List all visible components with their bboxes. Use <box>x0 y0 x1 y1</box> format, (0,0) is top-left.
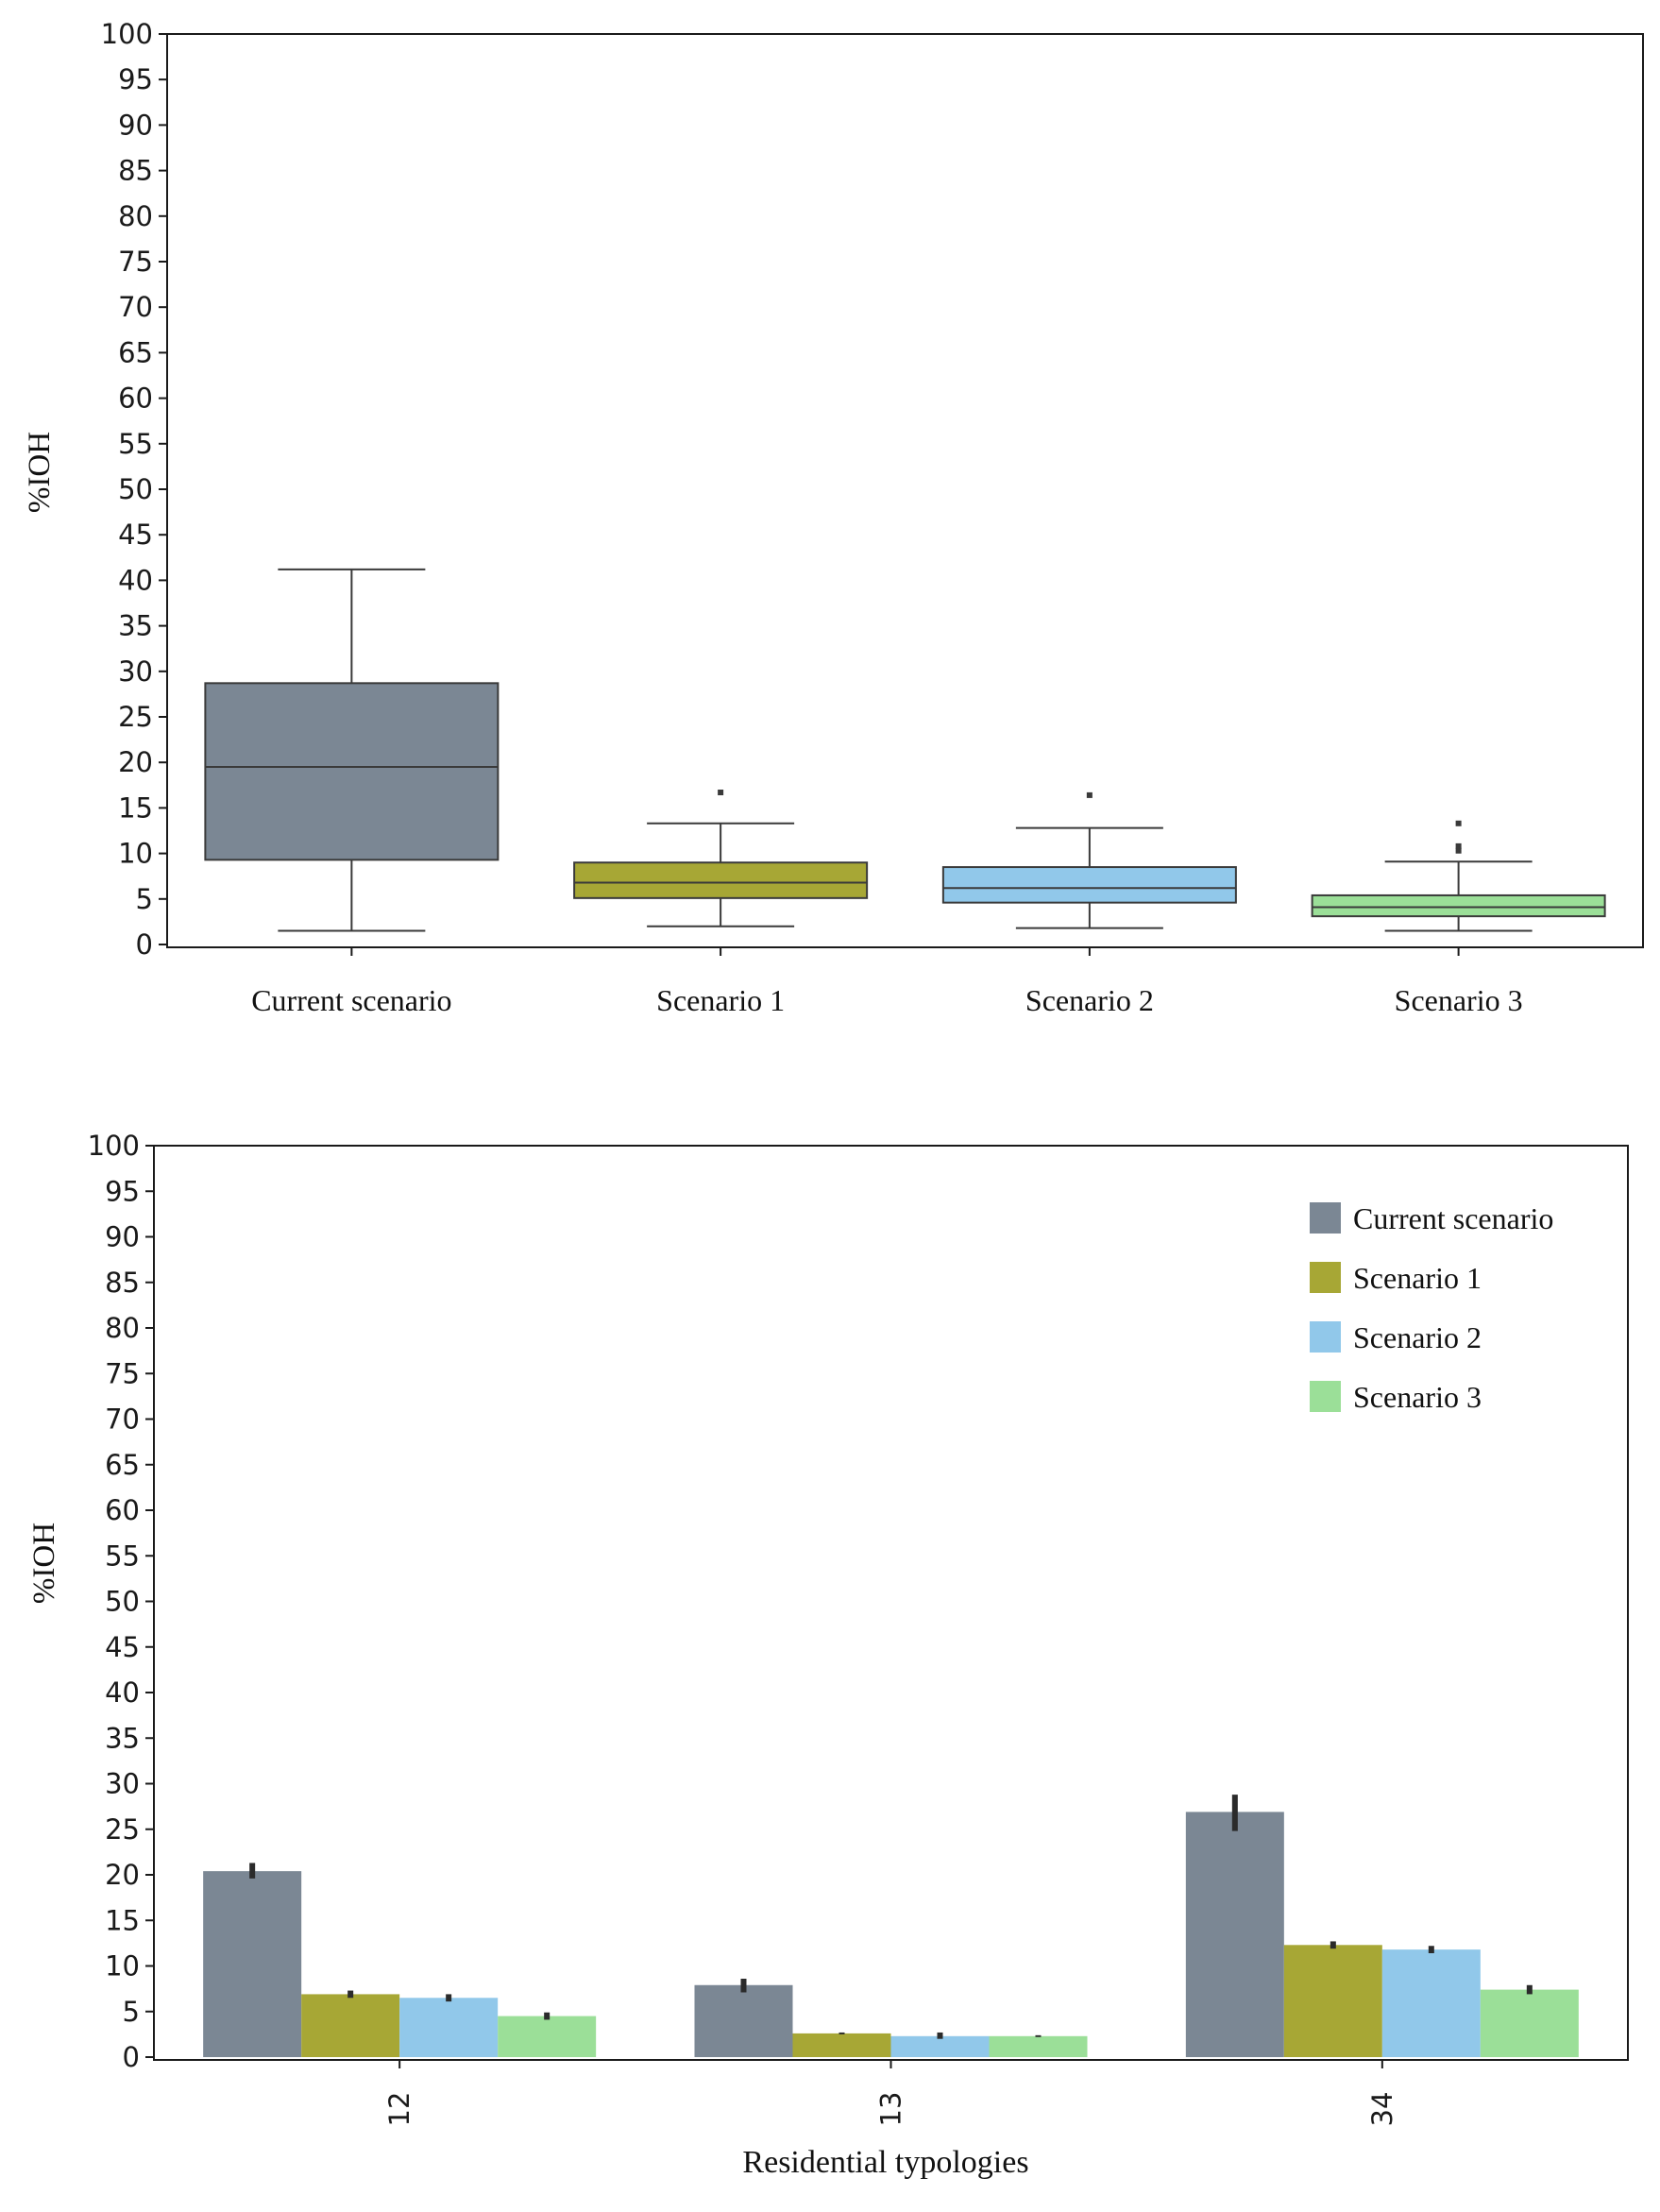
y-tick-label: 85 <box>105 1267 140 1299</box>
y-tick-label: 15 <box>105 1904 140 1936</box>
box-plot-y-axis-label: %IOH <box>23 432 57 513</box>
bar <box>399 1998 499 2057</box>
y-tick-label: 30 <box>105 1768 140 1800</box>
y-tick-label: 45 <box>105 1631 140 1663</box>
y-tick-label: 5 <box>136 883 153 915</box>
bar <box>1480 1989 1579 2057</box>
y-tick-label: 65 <box>105 1449 140 1481</box>
y-tick-label: 80 <box>118 200 153 232</box>
bar <box>1185 1812 1284 2057</box>
bar-chart-y-axis-label: %IOH <box>27 1523 61 1604</box>
bar-chart-y-axis: 0 5 10 15 20 25 30 35 40 45 50 55 60 65 70 75 80 85 90 95 10… <box>88 1130 154 2073</box>
bar <box>890 2035 990 2057</box>
y-tick-label: 25 <box>105 1813 140 1846</box>
box-outlier <box>1086 791 1093 798</box>
legend-label: Scenario 2 <box>1353 1320 1482 1354</box>
y-tick-label: 75 <box>105 1357 140 1389</box>
y-tick-label: 80 <box>105 1312 140 1344</box>
bar <box>792 2033 891 2057</box>
y-tick-label: 10 <box>105 1950 140 1982</box>
box-plot-chart: 0 5 10 15 20 25 30 35 40 45 50 55 60 65 70 75 80 85 90 95 10… <box>23 18 1644 1017</box>
y-tick-label: 65 <box>118 336 153 368</box>
y-tick-label: 45 <box>118 519 153 551</box>
box-outlier <box>1455 820 1462 826</box>
y-tick-label: 35 <box>105 1722 140 1754</box>
x-tick-label: Scenario 3 <box>1395 983 1523 1017</box>
y-tick-label: 60 <box>118 383 153 415</box>
y-tick-label: 25 <box>118 701 153 733</box>
y-tick-label: 20 <box>118 746 153 778</box>
y-tick-label: 30 <box>118 655 153 688</box>
bar <box>301 1994 400 2057</box>
y-tick-label: 95 <box>105 1175 140 1207</box>
bar <box>498 2016 597 2057</box>
box-iqr <box>1311 893 1606 918</box>
y-tick-label: 20 <box>105 1859 140 1891</box>
legend-swatch <box>1310 1381 1341 1412</box>
y-tick-label: 50 <box>105 1586 140 1618</box>
y-tick-label: 15 <box>118 791 153 824</box>
x-tick-label: Scenario 2 <box>1025 983 1154 1017</box>
box-plot-y-axis: 0 5 10 15 20 25 30 35 40 45 50 55 60 65 70 75 80 85 90 95 10… <box>101 18 167 961</box>
box-iqr <box>573 861 869 899</box>
y-tick-label: 95 <box>118 63 153 95</box>
y-tick-label: 85 <box>118 155 153 187</box>
y-tick-label: 10 <box>118 838 153 870</box>
x-tick-label: 13 <box>875 2092 907 2127</box>
y-tick-label: 60 <box>105 1494 140 1526</box>
y-tick-label: 90 <box>118 109 153 141</box>
legend-swatch <box>1310 1262 1341 1293</box>
box-iqr <box>941 866 1237 904</box>
bar-chart: 0 5 10 15 20 25 30 35 40 45 50 55 60 65 70 75 80 85 90 95 10… <box>27 1130 1629 2180</box>
box-iqr <box>204 682 500 861</box>
x-tick-label: Scenario 1 <box>656 983 785 1017</box>
box-plot-axes-frame <box>166 33 1644 948</box>
legend-label: Scenario 3 <box>1353 1380 1482 1414</box>
legend-swatch <box>1310 1202 1341 1234</box>
bar <box>694 1984 793 2057</box>
x-tick-label: Current scenario <box>251 983 451 1017</box>
y-tick-label: 55 <box>118 428 153 460</box>
legend-swatch <box>1310 1321 1341 1353</box>
y-tick-label: 55 <box>105 1540 140 1572</box>
y-tick-label: 70 <box>105 1404 140 1436</box>
y-tick-label: 35 <box>118 610 153 642</box>
bar-chart-x-axis: 12 13 34 <box>383 2060 1398 2126</box>
box-outlier <box>1455 847 1462 854</box>
box-plot-marks <box>204 568 1606 932</box>
y-tick-label: 40 <box>105 1676 140 1709</box>
y-tick-label: 90 <box>105 1221 140 1253</box>
y-tick-label: 100 <box>101 18 153 50</box>
y-tick-label: 100 <box>88 1130 140 1162</box>
bar <box>1283 1945 1382 2057</box>
legend-label: Scenario 1 <box>1353 1261 1482 1295</box>
y-tick-label: 70 <box>118 291 153 323</box>
y-tick-label: 40 <box>118 564 153 596</box>
bar <box>203 1871 302 2057</box>
y-tick-label: 75 <box>118 246 153 278</box>
x-tick-label: 34 <box>1366 2092 1398 2127</box>
x-tick-label: 12 <box>383 2092 415 2127</box>
box-outlier <box>718 790 724 796</box>
y-tick-label: 5 <box>123 1996 140 2028</box>
y-tick-label: 0 <box>136 928 153 961</box>
bar-chart-marks <box>203 1795 1579 2057</box>
bar <box>1381 1949 1481 2057</box>
bar-chart-legend: Current scenario Scenario 1 Scenario 2 Scen… <box>1310 1201 1553 1414</box>
box-outlier <box>1455 842 1462 849</box>
bar <box>989 2035 1088 2057</box>
bar-chart-x-axis-label: Residential typologies <box>742 2145 1028 2180</box>
legend-label: Current scenario <box>1353 1201 1553 1235</box>
y-tick-label: 50 <box>118 473 153 505</box>
y-tick-label: 0 <box>123 2041 140 2073</box>
box-plot-x-axis: Current scenario Scenario 1 Scenario 2 Scen… <box>251 947 1523 1017</box>
